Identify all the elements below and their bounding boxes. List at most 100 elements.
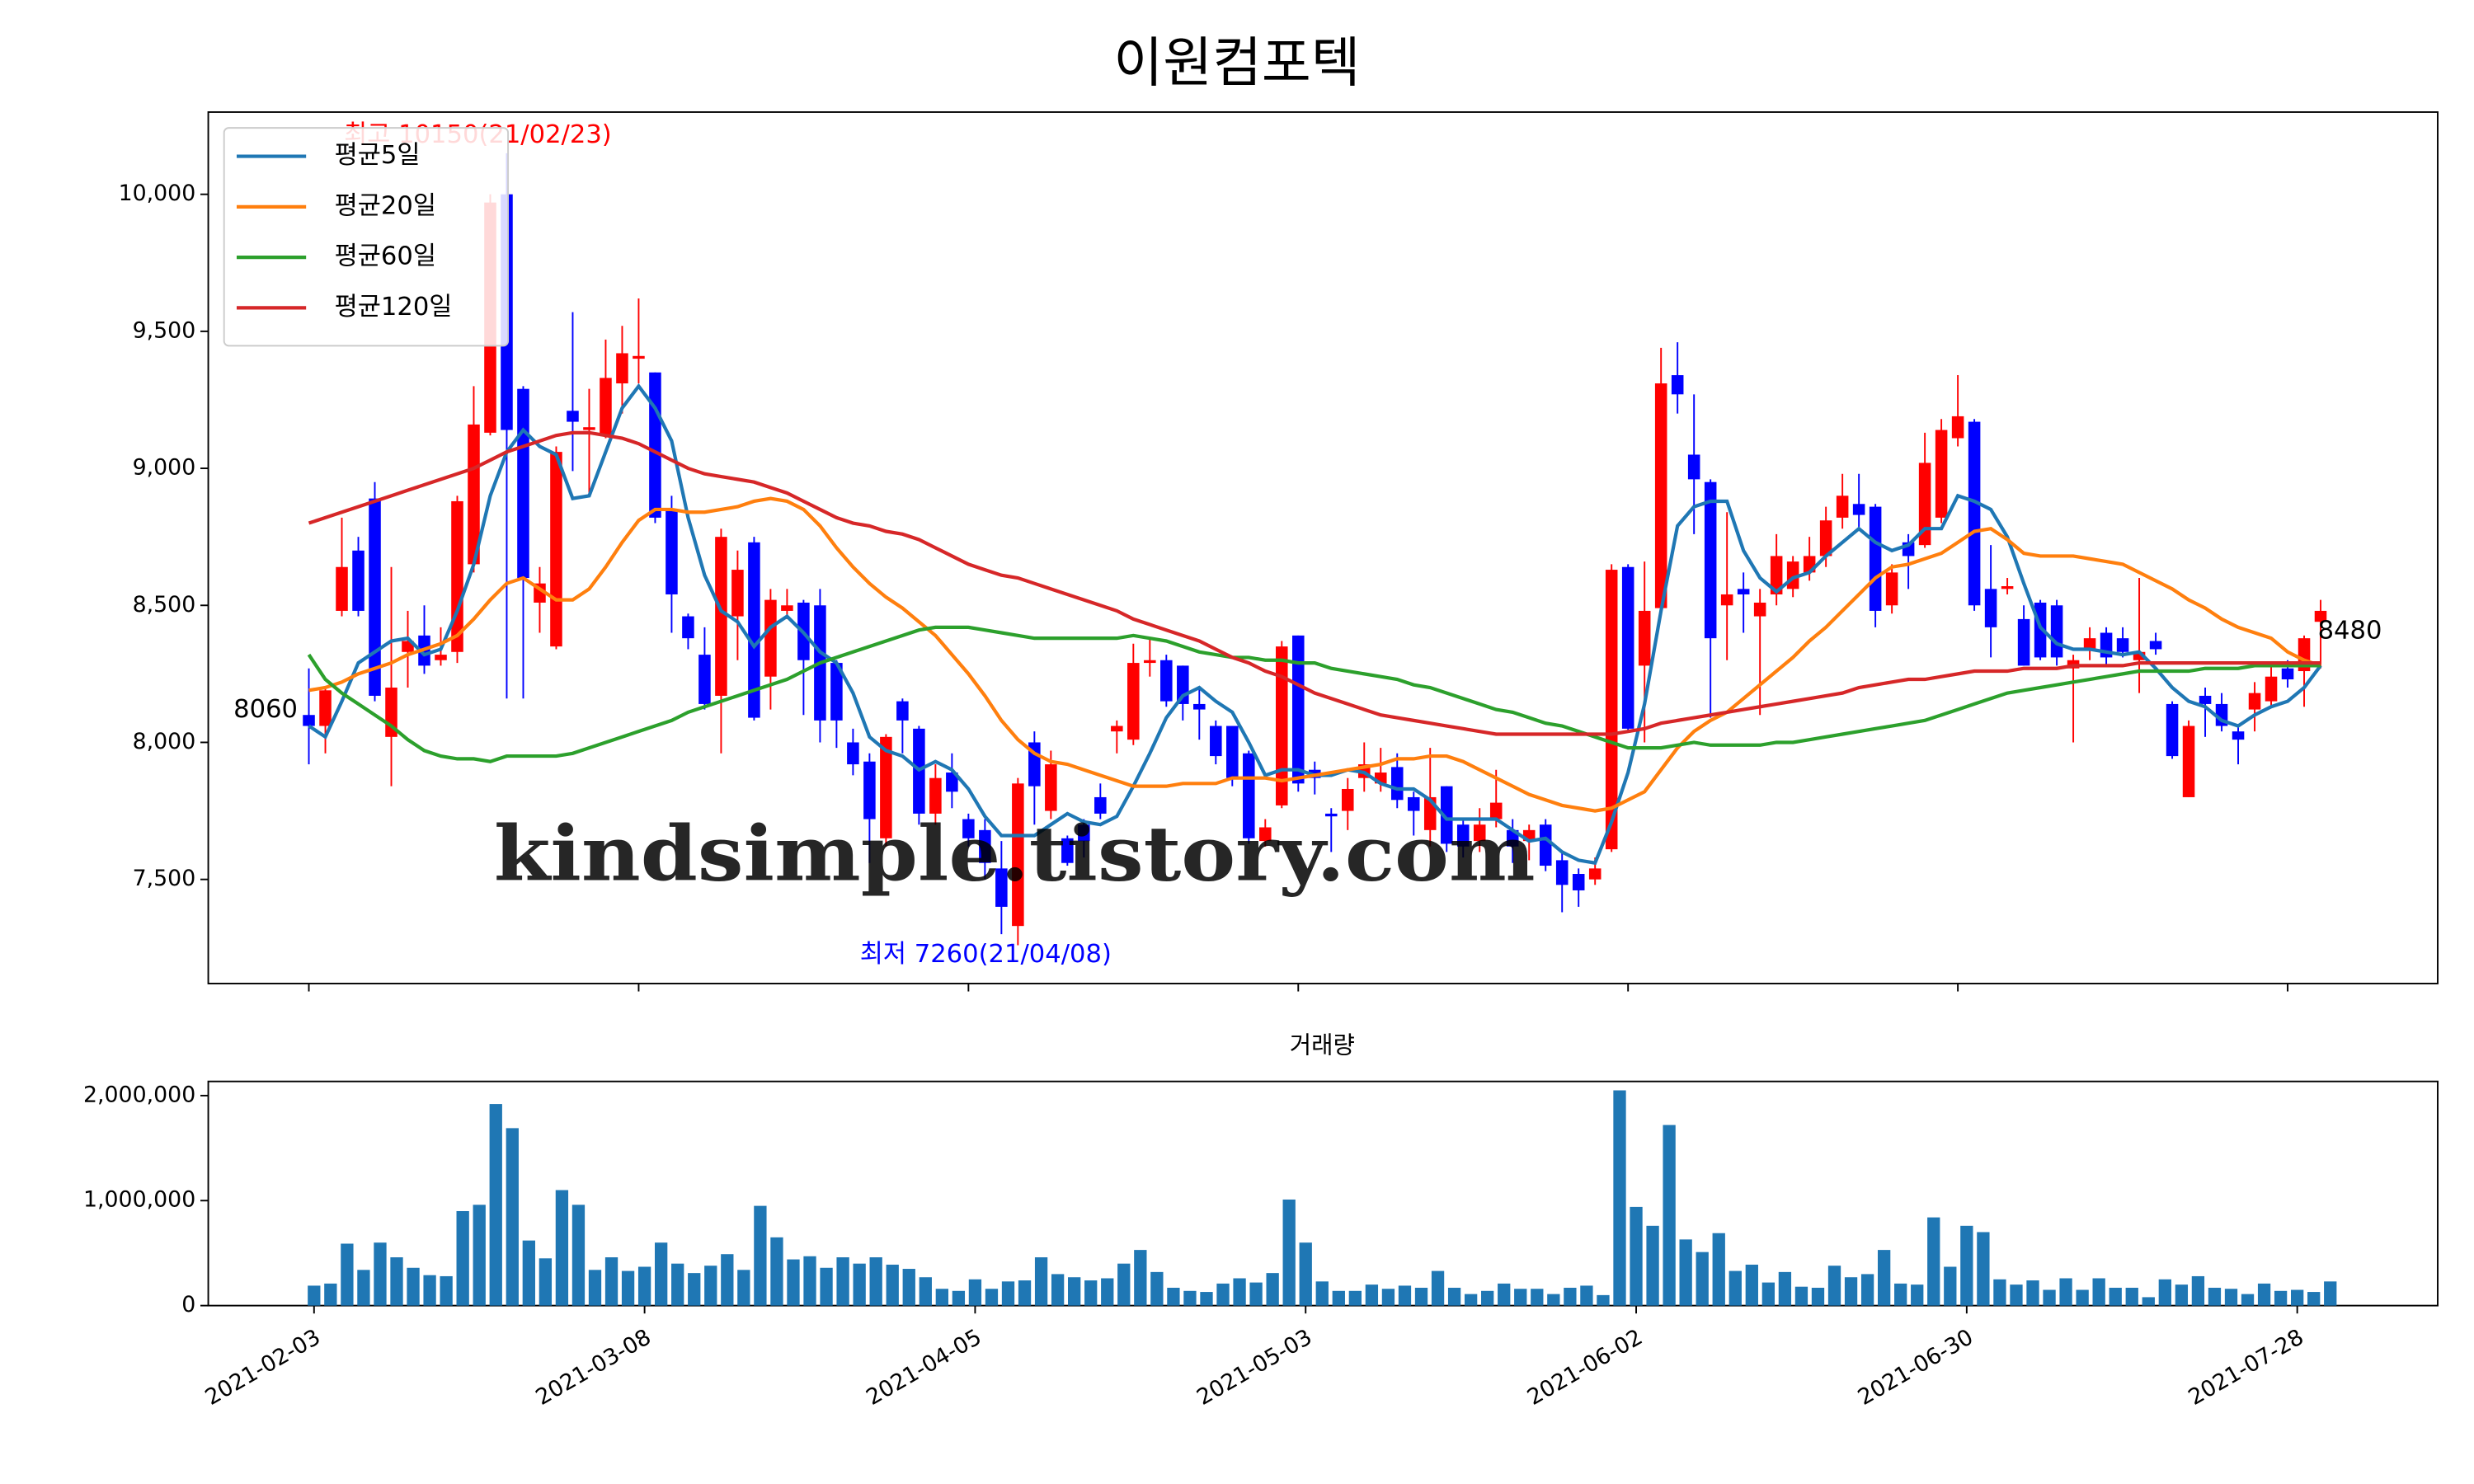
volume-bar: [1398, 1285, 1412, 1306]
watermark: kindsimple.tistory.com: [494, 809, 1536, 898]
volume-bar: [621, 1270, 635, 1306]
last-close-label: 8480: [2318, 616, 2382, 645]
candle-body: [1390, 767, 1404, 801]
volume-bar: [1827, 1266, 1841, 1306]
volume-bar: [2191, 1275, 2205, 1306]
volume-bar: [506, 1128, 519, 1306]
candle-body: [1704, 481, 1717, 639]
candle-body: [2133, 651, 2146, 660]
y-tick-label: 10,000: [119, 181, 196, 206]
candle-body: [1144, 660, 1156, 664]
volume-bar: [2224, 1289, 2238, 1306]
candle-body: [946, 773, 958, 792]
volume-bar: [2076, 1289, 2089, 1306]
volume-bar: [1911, 1284, 1924, 1306]
candle-body: [1456, 824, 1470, 847]
candle-body: [616, 353, 628, 384]
volume-bar: [1282, 1199, 1296, 1306]
candle-body: [1968, 421, 1981, 606]
ma-line: [308, 430, 2321, 736]
volume-bar: [1150, 1271, 1164, 1306]
candle-body: [1094, 796, 1107, 814]
volume-bar: [803, 1256, 816, 1306]
volume-bar: [655, 1242, 668, 1306]
volume-bar: [1183, 1290, 1197, 1306]
candle-body: [2182, 726, 2195, 797]
candle-body: [1440, 786, 1453, 844]
volume-bar: [2175, 1284, 2189, 1306]
volume-bar: [588, 1270, 602, 1306]
volume-bar: [1927, 1217, 1940, 1306]
candle-body: [995, 868, 1008, 907]
volume-bar: [539, 1258, 553, 1306]
candle-body: [1473, 824, 1486, 842]
candle-body: [1935, 430, 1948, 518]
candle-body: [2116, 638, 2129, 652]
volume-bar: [968, 1279, 982, 1306]
volume-bar: [440, 1275, 453, 1306]
candle-body: [1852, 504, 1865, 515]
volume-bar: [721, 1254, 734, 1306]
volume-bar: [1134, 1250, 1147, 1306]
candle-body: [929, 777, 942, 814]
volume-bar: [1216, 1283, 1230, 1306]
candle-body: [715, 537, 727, 696]
volume-bar: [1944, 1266, 1957, 1306]
candle-body: [1226, 726, 1239, 778]
volume-bar: [869, 1257, 882, 1306]
volume-bar: [2125, 1287, 2138, 1306]
volume-bar: [1977, 1232, 1990, 1306]
candle-body: [1061, 838, 1074, 863]
volume-bar: [2324, 1281, 2337, 1306]
candle-body: [517, 388, 529, 579]
volume-bar: [2208, 1287, 2222, 1306]
legend-box: [223, 127, 510, 347]
volume-bar: [1101, 1278, 1114, 1306]
candle-body: [2232, 731, 2245, 740]
volume-bar: [637, 1266, 651, 1306]
candle-body: [1243, 753, 1255, 838]
candle-body: [1045, 764, 1057, 811]
volume-bar: [1348, 1290, 1362, 1306]
candle-body: [2149, 641, 2162, 650]
candle-body: [435, 655, 447, 660]
volume-bar: [423, 1275, 436, 1306]
candle-body: [1407, 796, 1420, 811]
volume-bar: [1200, 1292, 1213, 1306]
volume-bar: [2158, 1279, 2171, 1306]
volume-bar: [704, 1266, 717, 1306]
volume-bar: [1167, 1287, 1180, 1306]
volume-bar: [1646, 1225, 1659, 1306]
candle-body: [1489, 802, 1503, 819]
volume-bar: [390, 1257, 403, 1306]
candle-body: [567, 411, 579, 422]
chart-title: 이원컴포텍: [1113, 32, 1360, 94]
volume-bar: [952, 1290, 966, 1306]
candle-body: [369, 498, 381, 696]
candle-body: [1621, 566, 1634, 729]
candle-body: [1111, 726, 1123, 732]
volume-bar: [1498, 1283, 1511, 1306]
volume-bar: [853, 1263, 866, 1306]
candle-body: [1737, 589, 1750, 594]
volume-bar: [1117, 1263, 1131, 1306]
y-tick-label: 1,000,000: [83, 1187, 195, 1213]
candle-body: [2166, 703, 2179, 757]
annotation: 최저 7260(21/04/08): [860, 940, 1112, 969]
candle-body: [583, 427, 595, 430]
volume-bar: [571, 1205, 586, 1306]
volume-bar: [1332, 1290, 1345, 1306]
ma-line: [308, 496, 2321, 813]
volume-bar: [2274, 1290, 2288, 1306]
y-tick-label: 7,500: [133, 866, 196, 891]
candle-body: [1555, 860, 1569, 885]
volume-bar: [2043, 1289, 2056, 1306]
volume-bar: [1514, 1289, 1527, 1306]
candle-body: [336, 566, 348, 611]
legend-label: 평균5일: [335, 141, 421, 170]
candle-body: [2017, 618, 2030, 666]
volume-bar: [770, 1237, 783, 1306]
candle-body: [2001, 586, 2014, 589]
candle-body: [2314, 610, 2327, 622]
candle-body: [666, 509, 678, 594]
